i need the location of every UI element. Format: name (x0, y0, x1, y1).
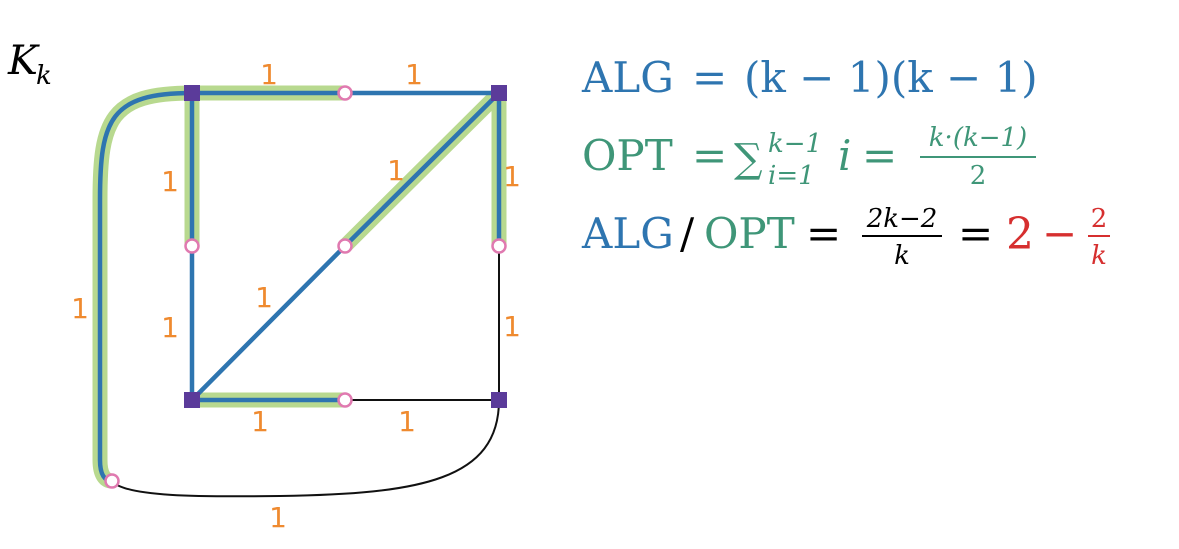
edge-weight-label: 1 (255, 281, 273, 314)
steiner-node (491, 238, 507, 254)
alg-edge-layer (97, 90, 502, 484)
formula-opt-sum-lower: i=1 (768, 161, 815, 191)
edge-weight-label: 1 (251, 405, 269, 438)
edge-outer-curve (97, 90, 195, 484)
formula-ratio-num: 2k−2 (866, 204, 938, 234)
formula-opt: OPT = ∑ k−1 i=1 i = k·(k−1) 2 (582, 123, 1036, 191)
highlight-outer-curve (92, 85, 200, 489)
edge-weight-label: 1 (387, 154, 405, 187)
edge-diagonal-upper (342, 90, 502, 249)
terminal-node (184, 392, 200, 408)
edge-bottom-curve (111, 399, 500, 498)
edge-weight-label: 1 (398, 405, 416, 438)
formula-ratio: ALG / OPT = 2k−2 k = 2 − 2 k (581, 204, 1110, 271)
steiner-nodes (104, 85, 507, 489)
formula-ratio-eq: = (806, 209, 841, 258)
formula-alg-eq: = (692, 53, 727, 102)
formula-ratio-small-den: k (1091, 241, 1107, 271)
formula-ratio-small-num: 2 (1091, 204, 1108, 234)
steiner-node (337, 392, 353, 408)
edge-weight-label: 1 (260, 58, 278, 91)
edge-weight-label: 1 (161, 165, 179, 198)
formula-ratio-two: 2 (1006, 209, 1034, 260)
steiner-node (337, 85, 353, 101)
plain-edge-layer (111, 246, 500, 498)
terminal-node (491, 392, 507, 408)
graph-label: K (7, 38, 40, 84)
terminal-node (491, 85, 507, 101)
formula-opt-den: 2 (970, 161, 987, 191)
steiner-node (184, 238, 200, 254)
formula-opt-term: i (838, 131, 851, 180)
edge-weight-labels: 1 1 1 1 1 1 1 1 1 1 1 1 (71, 58, 521, 534)
graph-label-subscript: k (36, 61, 52, 91)
terminal-node (184, 85, 200, 101)
formula-ratio-alg: ALG (581, 209, 674, 258)
formula-opt-num: k·(k−1) (929, 123, 1027, 153)
edge-weight-label: 1 (503, 160, 521, 193)
formula-ratio-opt: OPT (704, 209, 795, 258)
formula-alg: ALG = (k − 1)(k − 1) (581, 53, 1038, 102)
formula-ratio-eq2: = (958, 209, 993, 258)
terminal-nodes (184, 85, 507, 408)
edge-weight-label: 1 (161, 311, 179, 344)
formula-opt-lhs: OPT (582, 131, 673, 180)
formula-opt-eq2: = (862, 131, 897, 180)
formula-ratio-den: k (894, 241, 910, 271)
steiner-node (104, 473, 120, 489)
edge-weight-label: 1 (405, 58, 423, 91)
formula-opt-eq: = (692, 131, 727, 180)
edge-weight-label: 1 (71, 292, 89, 325)
steiner-node (337, 238, 353, 254)
formula-alg-lhs: ALG (581, 53, 674, 102)
formula-ratio-slash: / (680, 209, 695, 258)
edge-diagonal-lower (189, 243, 348, 403)
formula-ratio-minus: − (1042, 209, 1077, 258)
formula-opt-sum: ∑ (734, 136, 763, 182)
formula-alg-rhs: (k − 1)(k − 1) (744, 53, 1038, 102)
edge-weight-label: 1 (503, 310, 521, 343)
formula-opt-sum-upper: k−1 (768, 129, 822, 159)
edge-weight-label: 1 (269, 501, 287, 534)
